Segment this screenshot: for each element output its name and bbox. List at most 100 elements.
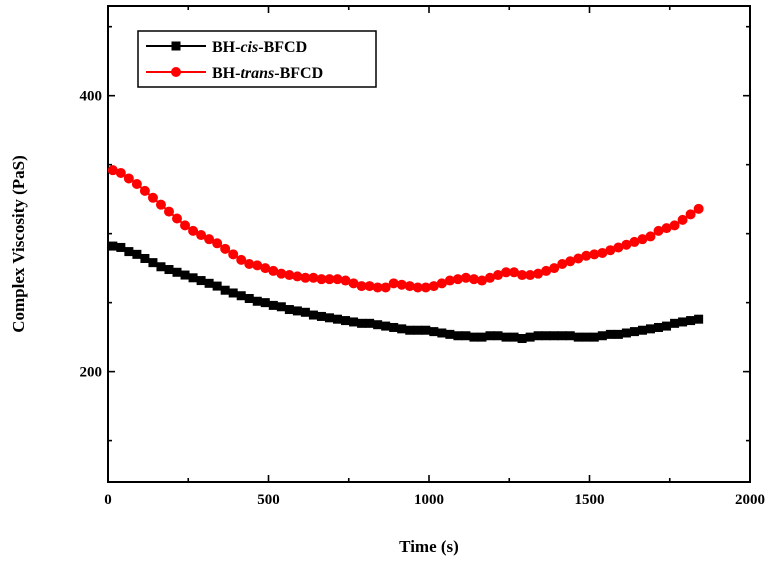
data-point xyxy=(517,334,527,344)
x-tick-label: 1500 xyxy=(575,492,605,508)
data-point xyxy=(509,332,519,342)
x-tick-label: 500 xyxy=(257,492,280,508)
data-point xyxy=(172,213,183,224)
data-point xyxy=(589,249,600,260)
data-point xyxy=(276,302,286,312)
data-point xyxy=(332,274,343,285)
legend-marker xyxy=(171,67,181,77)
data-point xyxy=(452,274,463,285)
data-point xyxy=(613,329,623,339)
legend-item-trans: BH-trans-BFCD xyxy=(146,65,323,82)
data-point xyxy=(694,314,704,324)
series-trans xyxy=(107,165,704,293)
data-point xyxy=(372,282,383,293)
data-point xyxy=(493,331,503,341)
data-point xyxy=(549,331,559,341)
data-point xyxy=(196,276,206,286)
data-point xyxy=(340,275,351,286)
data-point xyxy=(155,199,166,210)
data-point xyxy=(268,300,278,310)
data-point xyxy=(212,238,223,249)
data-point xyxy=(396,279,407,290)
data-point xyxy=(460,272,471,283)
data-point xyxy=(533,268,544,279)
data-point xyxy=(140,253,150,263)
legend-label: BH-cis-BFCD xyxy=(212,39,307,56)
legend-label: BH-trans-BFCD xyxy=(212,65,323,82)
data-point xyxy=(244,293,254,303)
x-tick-label: 1000 xyxy=(414,492,444,508)
data-point xyxy=(541,331,551,341)
x-tick-label: 2000 xyxy=(735,492,765,508)
data-point xyxy=(517,270,528,281)
data-point xyxy=(525,270,536,281)
data-point xyxy=(597,247,608,258)
data-point xyxy=(621,328,631,338)
data-point xyxy=(389,322,399,332)
data-point xyxy=(364,281,375,292)
data-point xyxy=(180,220,191,231)
y-tick-label: 400 xyxy=(80,89,103,105)
data-point xyxy=(637,234,648,245)
data-point xyxy=(557,259,568,270)
data-point xyxy=(565,331,575,341)
data-point xyxy=(476,275,487,286)
data-point xyxy=(196,230,207,241)
data-point xyxy=(493,270,504,281)
data-point xyxy=(429,327,439,337)
data-point xyxy=(573,253,584,264)
data-point xyxy=(477,332,487,342)
data-point xyxy=(525,332,535,342)
data-point xyxy=(589,332,599,342)
x-axis-title: Time (s) xyxy=(399,537,459,556)
data-point xyxy=(356,281,367,292)
data-point xyxy=(428,281,439,292)
data-point xyxy=(421,325,431,335)
data-point xyxy=(685,209,696,220)
data-point xyxy=(693,203,704,214)
data-point xyxy=(381,321,391,331)
data-point xyxy=(300,307,310,317)
y-axis-title: Complex Viscosity (PaS) xyxy=(9,155,28,333)
data-point xyxy=(163,206,174,217)
data-point xyxy=(244,259,255,270)
data-point xyxy=(308,272,319,283)
series-line xyxy=(112,169,700,289)
data-point xyxy=(324,274,335,285)
data-point xyxy=(116,242,126,252)
data-point xyxy=(669,220,680,231)
data-point xyxy=(188,273,198,283)
data-point xyxy=(686,316,696,326)
x-tick-label: 0 xyxy=(104,492,112,508)
data-point xyxy=(661,223,672,234)
data-point xyxy=(461,331,471,341)
data-point xyxy=(164,265,174,275)
series-cis xyxy=(108,241,704,344)
data-point xyxy=(404,281,415,292)
data-point xyxy=(107,165,118,176)
data-point xyxy=(115,167,126,178)
data-point xyxy=(501,332,511,342)
data-point xyxy=(220,285,230,295)
data-point xyxy=(621,239,632,250)
data-point xyxy=(316,274,327,285)
data-point xyxy=(236,291,246,301)
data-point xyxy=(228,249,239,260)
data-point xyxy=(397,324,407,334)
data-point xyxy=(324,313,334,323)
data-point xyxy=(131,178,142,189)
data-point xyxy=(413,325,423,335)
data-point xyxy=(484,272,495,283)
data-point xyxy=(148,258,158,268)
data-point xyxy=(212,281,222,291)
data-point xyxy=(670,318,680,328)
data-point xyxy=(252,260,263,271)
data-point xyxy=(333,314,343,324)
data-point xyxy=(445,329,455,339)
data-point xyxy=(236,254,247,265)
data-point xyxy=(252,296,262,306)
data-point xyxy=(654,322,664,332)
data-point xyxy=(637,325,647,335)
data-point xyxy=(380,282,391,293)
